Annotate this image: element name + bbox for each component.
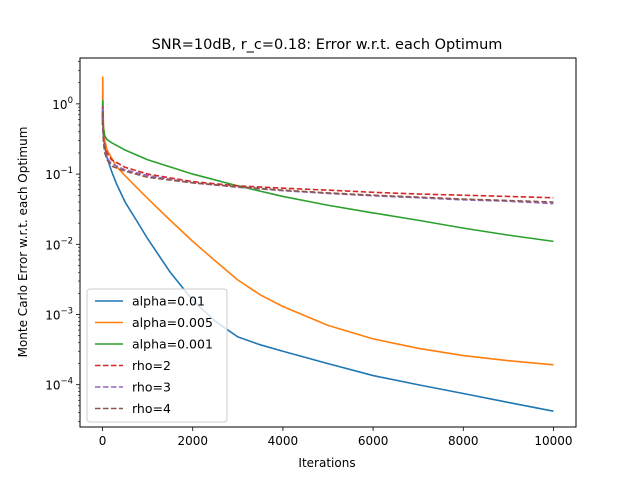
legend-label: alpha=0.005: [132, 315, 213, 330]
legend-label: rho=3: [132, 380, 171, 395]
series-line-rho-2: [101, 106, 554, 199]
x-tick-label: 6000: [358, 434, 389, 448]
plot-frame: [79, 57, 577, 428]
x-tick-label: 8000: [448, 434, 479, 448]
series-line-rho-4: [101, 109, 554, 203]
y-tick-label: 10−4: [45, 377, 73, 393]
x-axis-label: Iterations: [298, 456, 355, 470]
series-line-rho-3: [101, 108, 554, 205]
legend-label: alpha=0.001: [132, 337, 213, 352]
x-tick-label: 0: [99, 434, 107, 448]
legend-label: alpha=0.01: [132, 294, 205, 309]
legend-label: rho=2: [132, 358, 171, 373]
x-tick-label: 10000: [534, 434, 572, 448]
series-layer: [101, 76, 554, 412]
x-tick-label: 4000: [268, 434, 299, 448]
y-tick-label: 10−1: [45, 166, 73, 182]
y-axis: 10−4 10−3 10−2 10−1 100: [45, 61, 80, 422]
y-tick-label: 10−3: [45, 307, 73, 323]
x-axis: 0 2000 4000 6000 8000 10000: [99, 427, 573, 448]
x-tick-label: 2000: [177, 434, 208, 448]
y-axis-label: Monte Carlo Error w.r.t. each Optimum: [16, 127, 30, 358]
chart-title: SNR=10dB, r_c=0.18: Error w.r.t. each Op…: [152, 37, 503, 53]
legend: alpha=0.01 alpha=0.005 alpha=0.001 rho=2 rho…: [86, 288, 228, 423]
y-tick-label: 10−2: [45, 236, 73, 252]
y-tick-label: 100: [52, 96, 73, 112]
legend-label: rho=4: [132, 401, 171, 416]
